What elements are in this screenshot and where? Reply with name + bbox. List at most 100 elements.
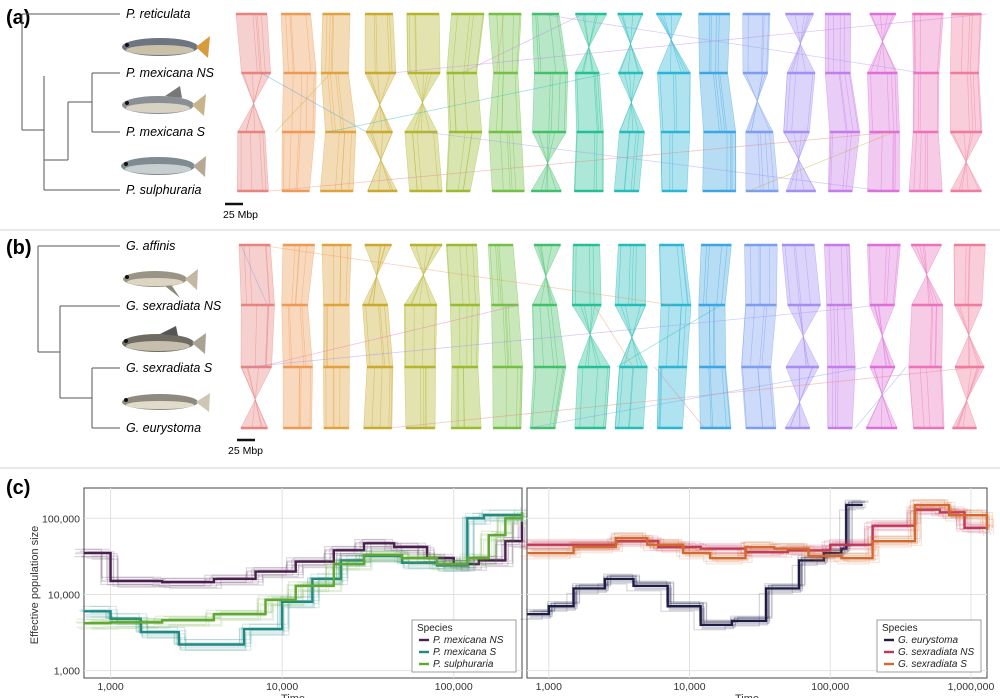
synteny-a-cross-link	[540, 13, 923, 74]
synteny-a-block-14	[824, 12, 861, 193]
y-axis-label: Effective population size	[29, 526, 41, 644]
legend-entry: G. sexradiata NS	[898, 647, 974, 658]
synteny-b-cross-link	[389, 366, 978, 429]
psmc-chart-left: 1,000 10,000 100,000 1,000 10,000 100,000 Time…	[42, 487, 531, 698]
synteny-a-block-13	[783, 12, 817, 193]
bootstrap-line	[91, 510, 530, 644]
species-label-a0: P. reticulata	[126, 7, 190, 21]
bootstrap-line	[520, 509, 856, 631]
synteny-a-block-4	[404, 12, 443, 193]
synteny-a-block-2	[320, 12, 357, 193]
synteny-a-block-3	[364, 12, 398, 193]
bootstrap-line	[528, 501, 990, 557]
scale-label-a: 25 Mbp	[223, 209, 258, 221]
bootstrap-line	[91, 509, 530, 622]
synteny-b-block-10	[656, 243, 692, 430]
synteny-a-block-8	[573, 12, 608, 193]
legend-title: Species	[882, 623, 918, 634]
legend-entry: P. mexicana S	[433, 647, 497, 658]
bootstrap-line	[525, 499, 862, 621]
fish-image-a3	[121, 156, 206, 177]
synteny-b-block-4	[403, 243, 443, 430]
bootstrap-line	[522, 500, 984, 556]
synteny-b-block-9	[614, 243, 648, 430]
bootstrap-line	[529, 505, 991, 550]
legend-entry: G. sexradiata S	[898, 659, 967, 670]
synteny-b-block-14	[824, 243, 856, 430]
bootstrap-line	[528, 507, 990, 552]
fish-image-b2	[122, 326, 206, 354]
synteny-a-block-12	[742, 12, 779, 193]
synteny-a-block-5	[445, 12, 485, 193]
bootstrap-line	[532, 501, 869, 623]
synteny-b-cross-link	[246, 304, 883, 368]
main-line	[84, 521, 524, 584]
synteny-a-block-17	[949, 12, 983, 193]
synteny-b-cross-link	[654, 366, 705, 429]
series-g-sexradiata-s	[520, 499, 995, 565]
synteny-b-block-13	[781, 243, 822, 430]
main-line	[84, 512, 524, 646]
y-tick-label: 10,000	[48, 589, 80, 601]
x-tick-label: 1,000	[97, 681, 123, 693]
legend-entry: P. mexicana NS	[433, 635, 504, 646]
synteny-b-cross-link	[854, 366, 907, 429]
synteny-a-cross-link	[424, 131, 885, 192]
synteny-b-block-15	[865, 243, 901, 430]
legend-entry: P. sulphuraria	[433, 659, 494, 670]
synteny-a-block-10	[655, 12, 691, 193]
synteny-a-block-1	[280, 12, 317, 193]
x-tick-label: 10,000	[266, 681, 298, 693]
bootstrap-line	[520, 507, 982, 562]
species-label-a2: P. mexicana S	[126, 125, 206, 139]
bootstrap-line	[82, 507, 522, 641]
bootstrap-line	[91, 518, 531, 630]
bootstrap-line	[76, 516, 516, 628]
y-tick-label: 100,000	[42, 513, 80, 525]
fish-image-b3	[122, 393, 210, 412]
bootstrap-line	[532, 501, 994, 557]
x-tick-label: 100,000	[811, 681, 849, 693]
bootstrap-line	[78, 517, 518, 630]
species-label-b1: G. sexradiata NS	[126, 299, 222, 313]
synteny-b-block-5	[445, 243, 482, 430]
bootstrap-line	[91, 524, 530, 586]
panel-b-letter: (b)	[6, 237, 32, 259]
bootstrap-line	[90, 516, 530, 629]
fish-image-a2	[122, 86, 206, 116]
synteny-plot-b	[238, 243, 986, 430]
synteny-a-block-11	[698, 12, 737, 193]
synteny-a-block-7	[530, 12, 569, 193]
synteny-b-cross-link	[528, 366, 867, 429]
synteny-a-cross-link	[391, 13, 988, 74]
panel-a-letter: (a)	[6, 7, 30, 29]
synteny-b-block-16	[908, 243, 945, 430]
series-p-mexicana-s	[79, 507, 530, 652]
bootstrap-line	[522, 499, 984, 554]
synteny-a-cross-link	[496, 13, 505, 74]
x-tick-label: 100,000	[435, 681, 473, 693]
synteny-b-cross-link	[240, 244, 268, 306]
legend-box	[876, 619, 982, 673]
bootstrap-line	[80, 519, 519, 581]
synteny-a-cross-link	[260, 72, 367, 133]
scale-label-b: 25 Mbp	[228, 445, 263, 457]
bootstrap-line	[90, 517, 530, 651]
legend-entry: G. eurystoma	[898, 635, 958, 646]
bootstrap-line	[75, 511, 515, 623]
fish-image-b1	[123, 269, 198, 298]
series-p-sulphuraria	[75, 508, 531, 630]
phylogeny-tree-a	[21, 13, 120, 191]
synteny-a-cross-link	[269, 131, 894, 192]
synteny-b-cross-link	[258, 304, 519, 368]
legend-title: Species	[417, 623, 453, 634]
bootstrap-line	[90, 510, 529, 623]
synteny-b-block-7	[529, 243, 567, 430]
synteny-a-block-9	[613, 12, 645, 193]
synteny-b-cross-link	[593, 304, 634, 368]
bootstrap-line	[88, 510, 528, 622]
x-tick-label: 1,000	[536, 681, 562, 693]
